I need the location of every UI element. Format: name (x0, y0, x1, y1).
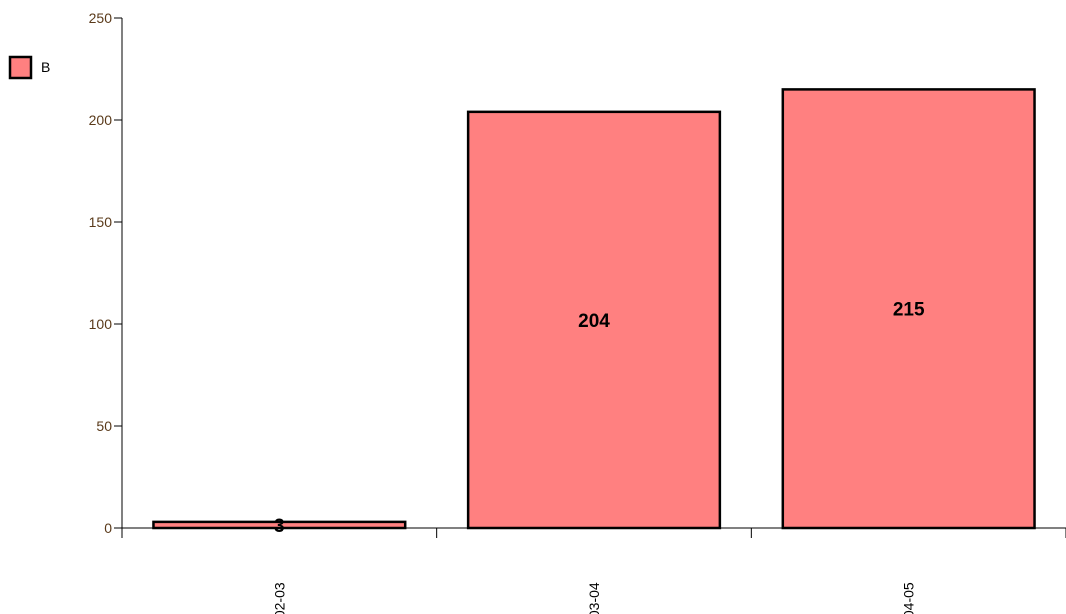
legend: B (8, 55, 50, 80)
legend-swatch-b (8, 55, 33, 80)
x-tick-label: 2004-05 (901, 582, 917, 614)
x-tick-label: 2003-04 (586, 582, 602, 614)
y-tick-label: 50 (96, 418, 112, 434)
y-tick-label: 150 (89, 214, 113, 230)
data-label-2004-05: 215 (893, 300, 925, 321)
data-label-2002-03: 3 (274, 516, 285, 537)
bars (152, 88, 1036, 530)
y-tick-label: 0 (104, 520, 112, 536)
y-tick-label: 250 (89, 10, 113, 26)
y-tick-label: 100 (89, 316, 113, 332)
bar-2003-04 (466, 110, 722, 530)
x-tick-label: 2002-03 (271, 582, 287, 614)
legend-label-b: B (41, 59, 50, 75)
x-axis: 2002-03 2003-04 2004-05 (121, 527, 1066, 614)
bar-2002-03 (152, 520, 407, 530)
data-labels: 3 204 215 (274, 300, 925, 537)
data-label-2003-04: 204 (578, 311, 610, 332)
bar-2004-05 (781, 88, 1036, 530)
y-tick-label: 200 (89, 112, 113, 128)
y-axis: 0 50 100 150 200 250 (89, 10, 123, 536)
